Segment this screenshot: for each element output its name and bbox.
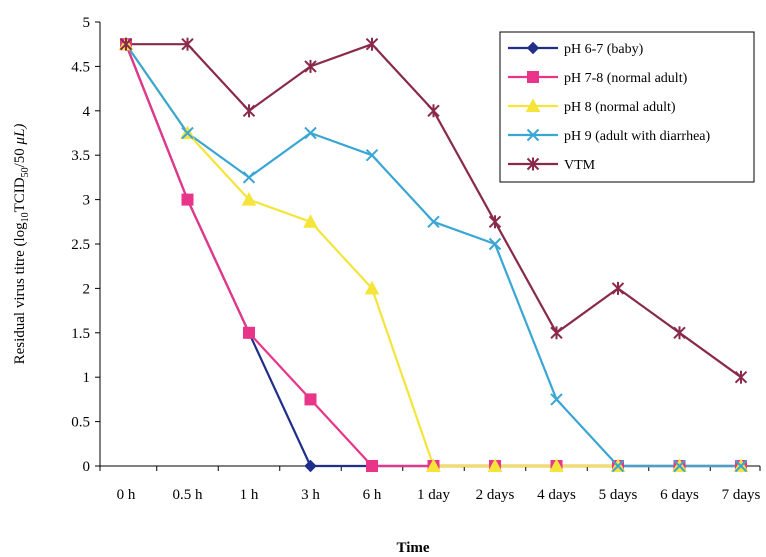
- data-point: [304, 459, 317, 473]
- data-point: [734, 370, 748, 384]
- data-point: [673, 459, 686, 473]
- data-point: [488, 237, 502, 251]
- y-axis-title-sub2: 50: [20, 167, 31, 177]
- series-layer: [118, 36, 749, 473]
- x-axis-title: Time: [396, 540, 429, 556]
- data-point: [304, 393, 317, 406]
- y-tick-label: 3: [83, 193, 91, 209]
- y-tick-label: 2: [83, 281, 91, 297]
- data-point: [304, 59, 317, 73]
- data-point: [364, 280, 380, 295]
- data-point: [303, 214, 318, 228]
- data-point: [365, 37, 379, 51]
- legend-label: VTM: [564, 158, 596, 173]
- data-point: [611, 281, 625, 295]
- data-point: [242, 104, 256, 118]
- legend-item: VTM: [508, 157, 596, 173]
- y-tick-label: 0: [83, 459, 91, 475]
- series-markers-5: [119, 37, 748, 384]
- y-tick-label: 0.5: [71, 415, 90, 431]
- legend-label: pH 8 (normal adult): [564, 100, 676, 115]
- y-tick-label: 1: [83, 370, 91, 386]
- data-point: [243, 326, 255, 339]
- data-point: [549, 458, 564, 472]
- data-point: [550, 393, 563, 406]
- x-tick-label: 0.5 h: [173, 487, 204, 503]
- y-axis-title-unit: μL): [12, 124, 28, 146]
- data-point: [611, 459, 625, 473]
- legend-marker: [526, 157, 540, 171]
- x-tick-label: 6 days: [660, 487, 699, 503]
- data-point: [427, 215, 440, 229]
- x-tick-label: 1 h: [240, 487, 259, 503]
- legend-item: pH 7-8 (normal adult): [508, 71, 688, 86]
- data-point: [119, 37, 133, 51]
- data-point: [734, 459, 748, 473]
- legend-marker: [526, 128, 540, 142]
- data-point: [366, 460, 378, 472]
- data-point-stroke: [611, 459, 625, 473]
- data-point-stroke: [242, 171, 256, 184]
- data-point: [181, 37, 194, 51]
- data-point: [550, 326, 563, 340]
- y-axis-title-prefix: Residual virus titre (log: [12, 222, 28, 365]
- data-point-stroke: [550, 393, 563, 406]
- data-point: [673, 326, 686, 340]
- y-tick-label: 4.5: [71, 59, 90, 75]
- legend: pH 6-7 (baby) pH 7-8 (normal adult) pH 8 (…: [499, 31, 755, 183]
- data-point: [181, 126, 194, 140]
- data-point-stroke: [365, 148, 379, 162]
- legend-marker: [527, 71, 539, 83]
- legend-marker-stroke: [526, 128, 540, 142]
- legend-label: pH 9 (adult with diarrhea): [564, 129, 711, 144]
- data-point: [427, 104, 440, 118]
- data-point: [242, 171, 256, 184]
- x-tick-label: 5 days: [599, 487, 638, 503]
- data-point: [241, 192, 257, 206]
- data-point-stroke: [304, 126, 317, 140]
- y-axis-title-sub1: 10: [20, 212, 31, 222]
- legend-items: pH 6-7 (baby) pH 7-8 (normal adult) pH 8 (…: [508, 41, 711, 173]
- y-tick-label: 3.5: [71, 148, 90, 164]
- y-tick-label: 4: [83, 104, 91, 120]
- y-tick-label: 5: [83, 15, 91, 31]
- y-axis-title-mid: TCID: [12, 177, 28, 212]
- y-axis-title-suffix: /50: [12, 144, 28, 167]
- data-point-stroke: [181, 126, 194, 140]
- x-tick-label: 2 days: [476, 487, 515, 503]
- x-tick-label: 6 h: [363, 487, 382, 503]
- legend-item: pH 6-7 (baby): [508, 41, 644, 57]
- legend-marker: [526, 41, 540, 55]
- tick-labels: 0 0.5 1 1.5 2 2.5 3 3.5 4 4.5 5 0 h 0.5 h 1 h 3 h 6 h 1 …: [71, 15, 760, 503]
- legend-marker: [525, 98, 541, 112]
- y-tick-label: 1.5: [71, 326, 90, 342]
- legend-item: pH 8 (normal adult): [508, 98, 676, 115]
- x-tick-label: 1 day: [417, 487, 450, 503]
- data-point-stroke: [488, 237, 502, 251]
- data-point-stroke: [734, 459, 748, 473]
- data-point: [426, 458, 441, 472]
- y-axis-title: Residual virus titre (log10TCID50/50 μL): [12, 124, 31, 365]
- x-tick-label: 3 h: [301, 487, 320, 503]
- legend-label: pH 6-7 (baby): [564, 42, 644, 57]
- data-point: [304, 126, 317, 140]
- data-point-stroke: [427, 215, 440, 229]
- data-point: [488, 215, 502, 229]
- x-tick-label: 0 h: [117, 487, 136, 503]
- data-point-stroke: [673, 459, 686, 473]
- x-tick-label: 4 days: [537, 487, 576, 503]
- data-point: [487, 458, 503, 472]
- x-tick-label: 7 days: [722, 487, 761, 503]
- data-point: [365, 148, 379, 162]
- legend-label: pH 7-8 (normal adult): [564, 71, 688, 86]
- data-point: [181, 193, 194, 206]
- y-tick-label: 2.5: [71, 237, 90, 253]
- legend-item: pH 9 (adult with diarrhea): [508, 128, 711, 144]
